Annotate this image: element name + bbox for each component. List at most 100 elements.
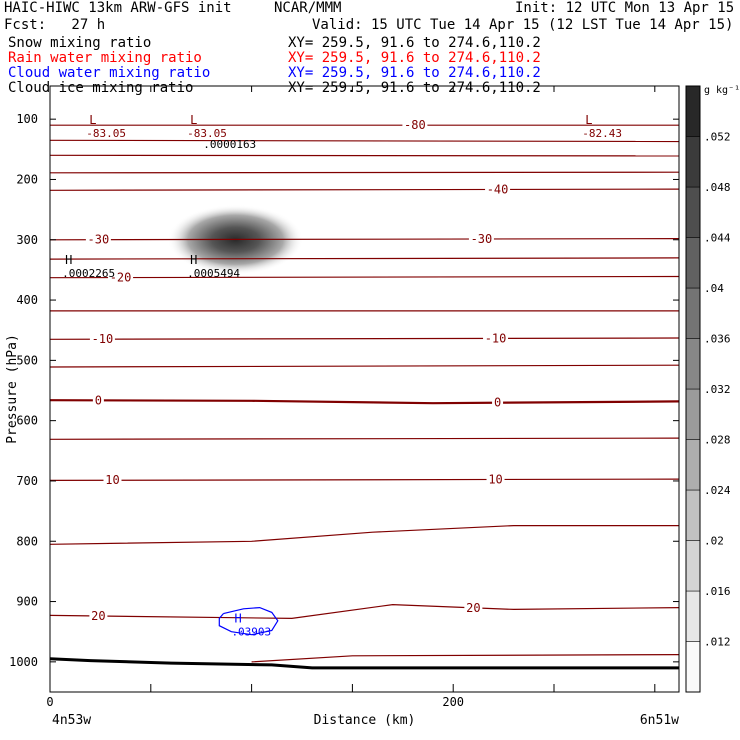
contour-label: 20 xyxy=(466,601,480,615)
field-label-snow: Snow mixing ratio xyxy=(8,35,152,51)
contour-label-bg xyxy=(468,232,494,245)
contour-label: -30 xyxy=(471,232,493,246)
colorbar-tick-label: .052 xyxy=(704,131,731,144)
extremum-marker: L xyxy=(585,113,592,127)
temperature-contour xyxy=(50,171,679,174)
cloud-water-contour xyxy=(218,606,279,636)
temperature-contour xyxy=(50,524,679,545)
colorbar-band xyxy=(685,540,701,592)
x-right-endpoint: 6n51w xyxy=(640,713,679,728)
y-tick-label: 200 xyxy=(16,172,38,186)
temperature-contour xyxy=(50,337,679,340)
y-tick-label: 500 xyxy=(16,353,38,367)
field-xy-rain: XY= 259.5, 91.6 to 274.6,110.2 xyxy=(288,50,541,66)
extremum-marker: L xyxy=(89,113,96,127)
contour-label-bg xyxy=(85,233,111,246)
terrain-line xyxy=(50,657,679,670)
forecast-hour: Fcst: 27 h xyxy=(4,17,106,33)
y-tick-label: 300 xyxy=(16,233,38,247)
contour-label: -80 xyxy=(404,118,426,132)
colorbar-tick-label: .02 xyxy=(704,535,724,548)
colorbar-tick-label: .016 xyxy=(704,585,731,598)
temperature-contour xyxy=(251,653,679,663)
contour-label-bg xyxy=(103,474,122,487)
contour-label: 0 xyxy=(494,396,501,410)
contour-label-bg xyxy=(485,183,511,196)
contour-label: -20 xyxy=(110,271,132,285)
colorbar-band xyxy=(685,85,701,137)
colorbar-band xyxy=(685,641,701,693)
contour-label: 0 xyxy=(95,393,102,407)
contour-label-bg xyxy=(486,473,505,486)
colorbar-band xyxy=(685,186,701,238)
extremum-marker: H xyxy=(190,253,197,267)
temperature-contour xyxy=(50,478,679,481)
colorbar-tick-label: .028 xyxy=(704,434,731,447)
field-xy-cloud-water: XY= 259.5, 91.6 to 274.6,110.2 xyxy=(288,65,541,81)
field-xy-cloud-ice: XY= 259.5, 91.6 to 274.6,110.2 xyxy=(288,80,541,96)
colorbar-band xyxy=(685,338,701,390)
contour-label: 10 xyxy=(488,472,502,486)
colorbar-tick-label: .044 xyxy=(704,232,731,245)
y-tick-label: 400 xyxy=(16,293,38,307)
extremum-value: .03903 xyxy=(231,626,271,639)
contour-label: 10 xyxy=(105,473,119,487)
colorbar-band xyxy=(685,590,701,642)
contour-label: -10 xyxy=(92,332,114,346)
colorbar-band xyxy=(685,439,701,491)
colorbar-units: g kg⁻¹ xyxy=(704,85,740,96)
colorbar-tick-label: .04 xyxy=(704,282,724,295)
contour-label: -30 xyxy=(88,233,110,247)
field-xy-snow: XY= 259.5, 91.6 to 274.6,110.2 xyxy=(288,35,541,51)
temperature-contour xyxy=(50,188,679,191)
extremum-value: -83.05 xyxy=(187,127,227,140)
field-label-cloud-water: Cloud water mixing ratio xyxy=(8,65,211,81)
extremum-marker: H xyxy=(65,253,72,267)
y-tick-label: 800 xyxy=(16,534,38,548)
temperature-contour xyxy=(50,275,679,279)
colorbar-frame xyxy=(685,85,701,693)
y-tick-label: 1000 xyxy=(9,655,38,669)
extremum-value: -82.43 xyxy=(582,127,622,140)
org-label: NCAR/MMM xyxy=(274,0,342,16)
temperature-contour xyxy=(50,603,679,620)
colorbar-band xyxy=(685,489,701,541)
temperature-contour xyxy=(50,238,679,241)
contour-label: 20 xyxy=(91,609,105,623)
y-axis-label: Pressure (hPa) xyxy=(5,334,20,444)
contour-label: -40 xyxy=(487,182,509,196)
field-label-cloud-ice: Cloud ice mixing ratio xyxy=(8,80,194,96)
temperature-contour xyxy=(50,437,679,440)
colorbar-tick-label: .012 xyxy=(704,636,731,649)
y-tick-label: 600 xyxy=(16,414,38,428)
colorbar-tick-label: .036 xyxy=(704,333,731,346)
contour-label-bg xyxy=(464,601,483,614)
contour-label-bg xyxy=(89,333,115,346)
temperature-contour xyxy=(50,364,679,368)
colorbar-band xyxy=(685,287,701,339)
colorbar-tick-label: .032 xyxy=(704,383,731,396)
temperature-contour xyxy=(50,399,679,405)
chart-title: HAIC-HIWC 13km ARW-GFS init xyxy=(4,0,232,16)
extremum-marker: L xyxy=(190,113,197,127)
contour-label-bg xyxy=(92,394,104,407)
colorbar-band xyxy=(685,388,701,440)
colorbar-tick-label: .048 xyxy=(704,181,731,194)
colorbar-band xyxy=(685,237,701,289)
x-axis-label: Distance (km) xyxy=(314,713,416,728)
x-tick-label: 200 xyxy=(442,695,464,709)
extremum-value: .0005494 xyxy=(187,267,240,280)
temperature-contour xyxy=(50,139,679,143)
contour-label-bg xyxy=(483,332,509,345)
contour-label-bg xyxy=(492,396,504,409)
extremum-value: .0000163 xyxy=(203,138,256,151)
temperature-contour xyxy=(50,154,679,157)
extremum-value: -83.05 xyxy=(86,127,126,140)
colorbar-tick-label: .024 xyxy=(704,484,731,497)
contour-label-bg xyxy=(108,271,134,284)
x-tick-label: 0 xyxy=(46,695,53,709)
colorbar-band xyxy=(685,136,701,188)
contour-label-bg xyxy=(402,119,428,132)
y-tick-label: 900 xyxy=(16,595,38,609)
